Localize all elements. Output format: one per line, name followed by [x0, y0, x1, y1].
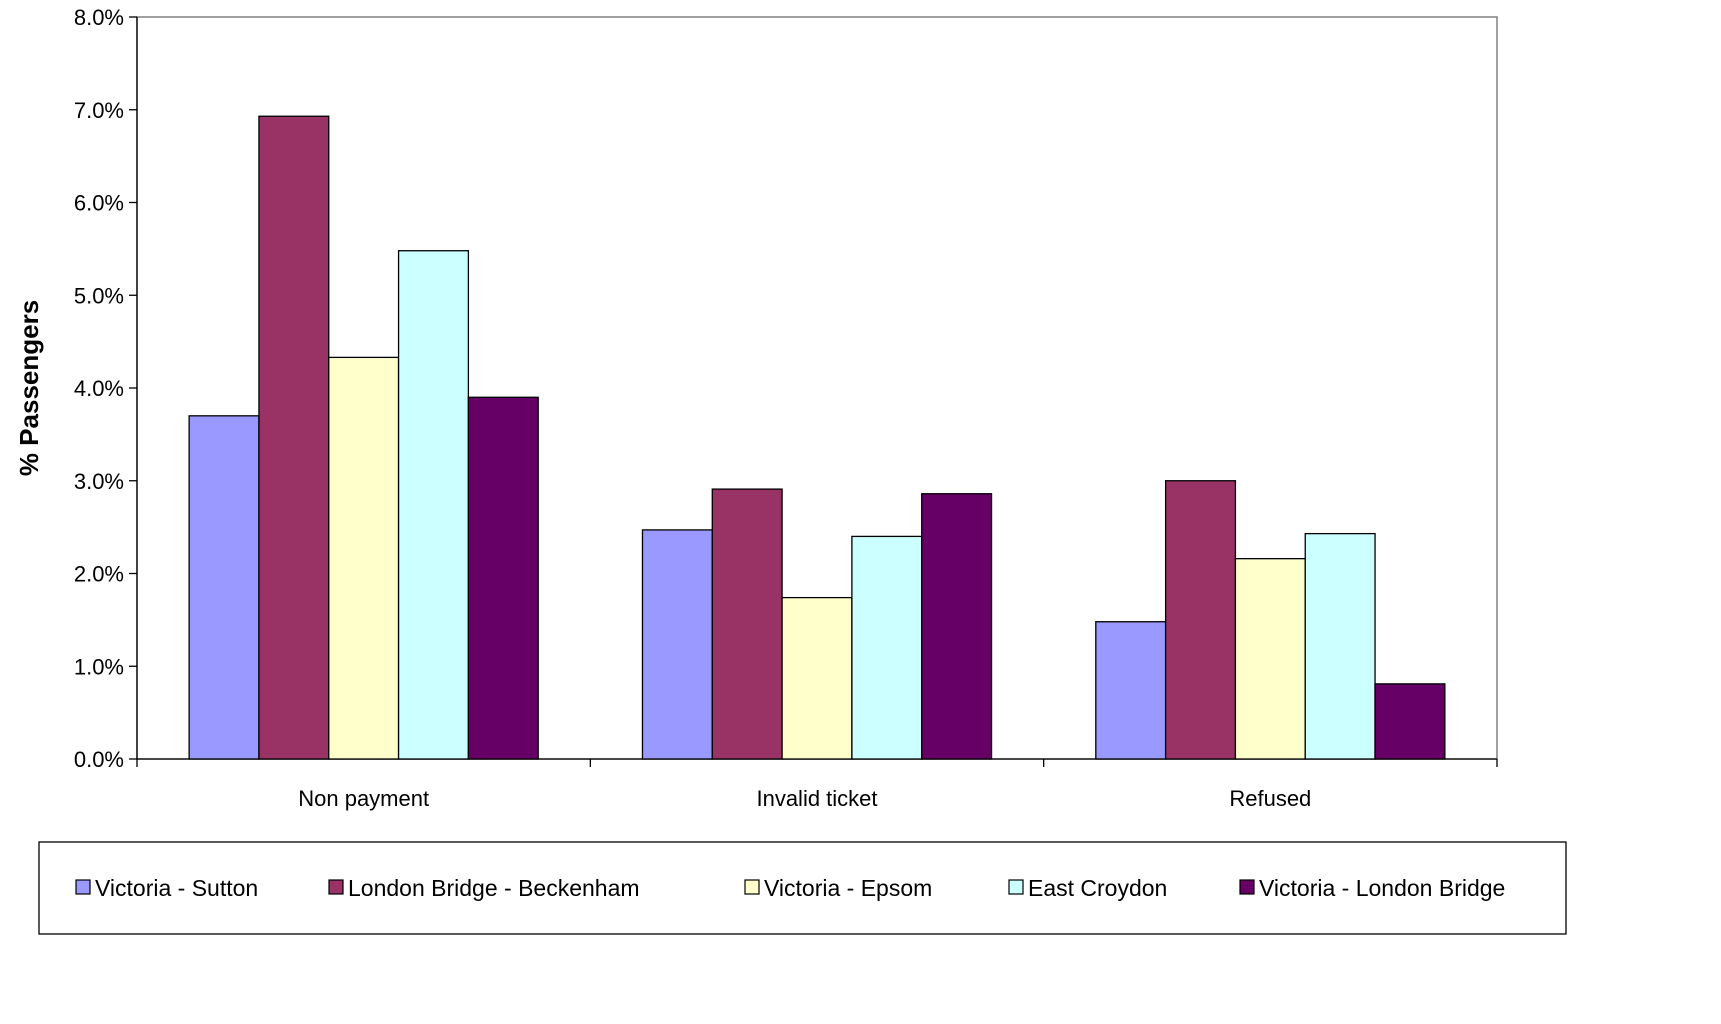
bar: [1095, 621, 1167, 760]
legend-swatch: [1239, 879, 1255, 895]
y-tick-label: 8.0%: [74, 5, 124, 30]
legend-item-label: Victoria - Sutton: [95, 875, 258, 901]
legend-item-label: East Croydon: [1028, 875, 1167, 901]
bar: [781, 596, 853, 760]
y-tick-label: 4.0%: [74, 376, 124, 401]
y-tick-label: 0.0%: [74, 747, 124, 772]
legend-swatch: [744, 879, 760, 895]
bars: [188, 115, 1446, 760]
bar: [711, 488, 783, 760]
y-tick-label: 3.0%: [74, 469, 124, 494]
legend-swatch: [75, 879, 91, 895]
legend-box: [38, 841, 1567, 935]
bar: [1304, 532, 1376, 760]
y-tick-label: 6.0%: [74, 191, 124, 216]
y-axis: 0.0% 1.0% 2.0% 3.0% 4.0% 5.0% 6.0% 7.0% 8.0%: [74, 5, 138, 772]
legend-swatch: [328, 879, 344, 895]
y-tick-label: 1.0%: [74, 654, 124, 679]
legend-item-label: Victoria - London Bridge: [1259, 875, 1505, 901]
y-axis-title: % Passengers: [14, 300, 44, 476]
x-axis: Non payment Invalid ticket Refused: [136, 758, 1498, 811]
bar: [641, 529, 713, 760]
bar: [258, 115, 330, 760]
bar: [921, 493, 993, 760]
y-tick-label: 7.0%: [74, 98, 124, 123]
bar: [467, 396, 539, 760]
x-category-label: Refused: [1229, 786, 1311, 811]
y-tick-label: 5.0%: [74, 283, 124, 308]
x-category-label: Invalid ticket: [756, 786, 877, 811]
bar: [851, 535, 923, 760]
legend-item-label: London Bridge - Beckenham: [348, 875, 640, 901]
legend-swatch: [1008, 879, 1024, 895]
bar: [188, 415, 260, 760]
legend-item-label: Victoria - Epsom: [764, 875, 932, 901]
bar: [1164, 480, 1237, 760]
legend: Victoria - Sutton London Bridge - Beckenh…: [38, 841, 1567, 935]
bar: [1234, 558, 1306, 760]
bar: [328, 356, 400, 760]
bar: [1374, 683, 1446, 760]
bar: [397, 250, 470, 760]
x-category-label: Non payment: [298, 786, 429, 811]
y-tick-label: 2.0%: [74, 562, 124, 587]
